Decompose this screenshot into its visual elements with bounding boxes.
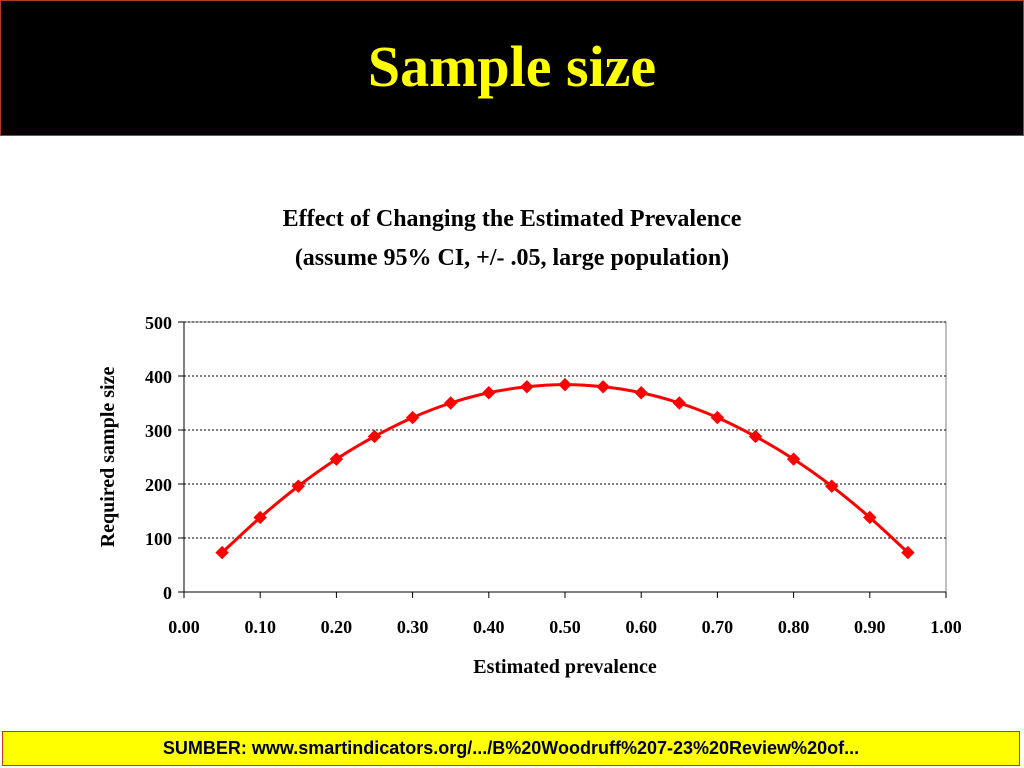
data-point: [596, 380, 610, 394]
data-point: [405, 410, 420, 425]
data-point: [291, 479, 306, 493]
x-tick-label: 0.90: [854, 617, 886, 637]
data-point: [443, 396, 458, 410]
x-tick-label: 0.80: [778, 617, 810, 637]
x-tick-label: 0.40: [473, 617, 505, 637]
y-tick-label: 300: [145, 421, 172, 441]
source-footer: SUMBER: www.smartindicators.org/.../B%20…: [2, 731, 1020, 766]
slide-title: Sample size: [367, 34, 657, 99]
data-point: [329, 452, 344, 466]
data-point: [253, 510, 267, 525]
y-tick-label: 0: [163, 583, 172, 603]
x-tick-label: 0.00: [168, 617, 200, 637]
chart-title-line1: Effect of Changing the Estimated Prevale…: [282, 206, 742, 232]
data-point: [558, 377, 572, 392]
x-tick-label: 0.70: [702, 617, 734, 637]
sample-size-chart: 0 100 200 300 400 500 0.00 0.10 0.20 0.30 0.40 0.50…: [97, 313, 962, 678]
data-point: [901, 545, 915, 560]
data-point: [672, 396, 687, 410]
y-tick-label: 100: [145, 529, 172, 549]
y-axis-title: Required sample size: [97, 367, 119, 548]
data-point: [748, 429, 763, 444]
y-tick-label: 400: [145, 367, 172, 387]
y-tick-label: 200: [145, 475, 172, 495]
plot-area: [183, 321, 947, 593]
x-axis-title: Estimated prevalence: [473, 656, 657, 678]
x-tick-label: 0.20: [321, 617, 353, 637]
x-tick-label: 1.00: [930, 617, 962, 637]
x-tick-label: 0.10: [244, 617, 276, 637]
data-point: [824, 479, 839, 493]
x-tick-label: 0.30: [397, 617, 429, 637]
x-tick-label: 0.60: [625, 617, 657, 637]
title-banner: Sample size: [0, 0, 1024, 136]
data-point: [634, 386, 648, 400]
x-tick-label: 0.50: [549, 617, 581, 637]
data-point: [786, 452, 801, 466]
data-point: [520, 380, 534, 394]
chart-title-line2: (assume 95% CI, +/- .05, large populatio…: [294, 245, 730, 271]
data-point: [710, 410, 725, 425]
data-point: [367, 429, 382, 444]
data-point: [215, 545, 229, 560]
data-point: [482, 386, 496, 400]
data-point: [863, 510, 877, 525]
y-tick-label: 500: [145, 313, 172, 333]
